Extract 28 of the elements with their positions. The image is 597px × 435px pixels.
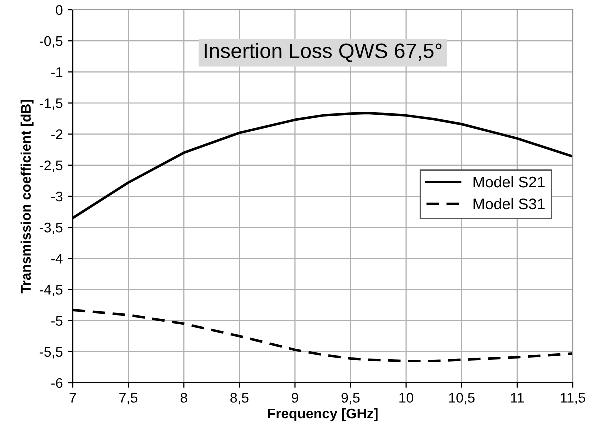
- x-tick-label: 9: [292, 393, 298, 403]
- legend-label: Model S31: [474, 198, 545, 210]
- x-tick-label: 11,5: [561, 393, 586, 405]
- y-tick-label: -3: [52, 192, 63, 202]
- x-tick-label: 10,5: [449, 393, 475, 405]
- y-tick-label: -5,5: [40, 347, 63, 359]
- y-tick-label: -2,5: [40, 160, 63, 172]
- x-tick-label: 8: [180, 393, 188, 403]
- y-tick-label: -1: [52, 68, 63, 78]
- y-tick-label: -0,5: [40, 36, 63, 48]
- legend-label: Model S21: [474, 176, 545, 188]
- x-tick-label: 8,5: [230, 393, 249, 405]
- x-tick-label: 9,5: [342, 393, 360, 405]
- x-tick-label: 10: [400, 393, 414, 403]
- y-axis-title: Transmission coefficient [dB]: [20, 100, 34, 294]
- x-tick-label: 7,5: [120, 393, 138, 405]
- y-tick-label: -1,5: [40, 98, 63, 110]
- y-tick-label: -5: [52, 316, 63, 326]
- y-tick-label: -3,5: [40, 222, 63, 234]
- y-tick-label: -2: [52, 130, 63, 140]
- text: Insertion Loss QWS 67,5°: [204, 43, 442, 62]
- x-tick-label: 7: [70, 393, 76, 403]
- y-tick-label: -4,5: [40, 285, 63, 297]
- x-axis-title: Frequency [GHz]: [268, 408, 378, 422]
- y-tick-label: -6: [52, 378, 63, 388]
- y-tick-label: -4: [52, 254, 63, 264]
- y-tick-label: 0: [56, 5, 63, 16]
- x-tick-label: 11: [511, 393, 524, 403]
